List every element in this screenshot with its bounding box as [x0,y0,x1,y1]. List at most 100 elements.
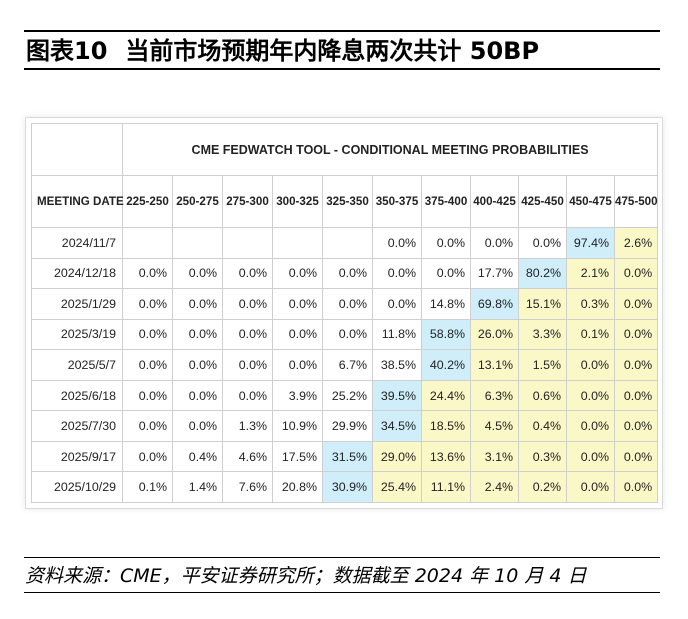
cme-fedwatch-table-card: CME FEDWATCH TOOL - CONDITIONAL MEETING … [26,118,662,508]
probability-cell: 0.0% [613,471,659,503]
probability-cell: 0.0% [122,440,173,473]
probability-cell: 13.1% [470,349,519,381]
meeting-date-cell: 2025/10/29 [31,471,123,503]
probability-cell: 0.0% [222,257,273,290]
rate-range-header: 275-300 [222,175,273,228]
probability-cell: 0.1% [122,471,173,503]
rate-range-header: 475-500 [613,175,659,228]
tool-title: CME FEDWATCH TOOL - CONDITIONAL MEETING … [121,123,659,176]
probability-cell: 0.0% [172,288,223,320]
probability-cell: 0.0% [613,349,659,381]
meeting-row: 2024/11/7 0.0% 0.0% 0.0% 0.0% 97.4% 2.6% [31,227,659,259]
probability-cell [322,227,373,259]
highest-probability-cell: 80.2% [518,257,567,290]
probability-cell: 29.0% [372,440,422,473]
rate-range-header: 350-375 [372,175,422,228]
meeting-row: 2025/3/19 0.0% 0.0% 0.0% 0.0% 0.0% 11.8% 58.8% 2… [31,318,659,351]
probability-cell: 0.0% [613,257,659,290]
meeting-row: 2025/10/29 0.1% 1.4% 7.6% 20.8% 30.9% 25.4% 11.… [31,471,659,503]
meeting-date-cell: 2025/3/19 [31,318,123,351]
meeting-date-cell: 2025/7/30 [31,410,123,442]
rate-range-header: 250-275 [172,175,223,228]
meeting-row: 2025/6/18 0.0% 0.0% 0.0% 3.9% 25.2% 39.5% 24.4%… [31,379,659,412]
rate-range-header: 450-475 [566,175,615,228]
probability-cell: 0.4% [172,440,223,473]
probability-cell: 0.0% [122,257,173,290]
probability-cell: 18.5% [421,410,471,442]
probability-cell: 0.0% [122,318,173,351]
probability-cell: 0.2% [518,471,567,503]
probability-cell: 10.9% [272,410,323,442]
probability-cell: 17.7% [470,257,519,290]
probability-cell: 25.2% [322,379,373,412]
probability-cell: 38.5% [372,349,422,381]
rate-range-header: 400-425 [470,175,519,228]
rate-range-header: 300-325 [272,175,323,228]
meeting-date-cell: 2024/12/18 [31,257,123,290]
probability-cell: 3.3% [518,318,567,351]
probability-cell: 0.0% [566,471,615,503]
figure-title: 图表10 当前市场预期年内降息两次共计 50BP [26,37,539,65]
probability-cell: 1.4% [172,471,223,503]
figure-title-bar: 图表10 当前市场预期年内降息两次共计 50BP [24,30,660,70]
probability-cell: 0.0% [566,349,615,381]
rate-range-header: 325-350 [322,175,373,228]
highest-probability-cell: 30.9% [322,471,373,503]
probability-cell: 2.1% [566,257,615,290]
meeting-date-header: MEETING DATE [31,175,124,228]
probability-cell: 0.0% [322,318,373,351]
probability-cell: 0.0% [613,379,659,412]
probability-cell: 0.1% [566,318,615,351]
probability-cell: 0.0% [421,227,471,259]
probability-cell: 0.0% [172,410,223,442]
probability-cell: 0.0% [421,257,471,290]
probability-cell: 0.0% [613,318,659,351]
probability-cell: 0.0% [613,410,659,442]
probability-cell: 0.0% [122,410,173,442]
probability-cell: 0.0% [322,257,373,290]
cme-fedwatch-probabilities-table: CME FEDWATCH TOOL - CONDITIONAL MEETING … [31,123,659,503]
probability-cell: 3.1% [470,440,519,473]
meeting-row: 2025/5/7 0.0% 0.0% 0.0% 0.0% 6.7% 38.5% 40.2% 13… [31,349,659,381]
probability-cell: 0.0% [272,257,323,290]
rate-range-header-row: MEETING DATE 225-250 250-275 275-300 300-32… [31,175,659,228]
probability-cell: 3.9% [272,379,323,412]
probability-cell: 0.0% [222,288,273,320]
probability-cell: 0.0% [613,440,659,473]
probability-cell: 0.0% [470,227,519,259]
figure-title-text: 当前市场预期年内降息两次共计 50BP [125,37,540,65]
meeting-row: 2025/9/17 0.0% 0.4% 4.6% 17.5% 31.5% 29.0% 13.6… [31,440,659,473]
probability-cell: 0.6% [518,379,567,412]
probability-cell: 0.0% [222,318,273,351]
probability-cell: 2.4% [470,471,519,503]
probability-cell: 0.0% [566,440,615,473]
probability-cell: 0.0% [272,349,323,381]
highest-probability-cell: 69.8% [470,288,519,320]
probability-cell: 0.0% [272,288,323,320]
probability-cell: 0.0% [122,379,173,412]
probability-cell: 0.0% [613,288,659,320]
probability-cell: 0.0% [172,349,223,381]
probability-cell: 24.4% [421,379,471,412]
meeting-row: 2025/1/29 0.0% 0.0% 0.0% 0.0% 0.0% 0.0% 14.8% 69… [31,288,659,320]
probability-cell: 0.3% [566,288,615,320]
probability-cell [222,227,273,259]
probability-cell: 6.3% [470,379,519,412]
probability-cell [172,227,223,259]
probability-cell: 0.0% [372,257,422,290]
probability-cell: 14.8% [421,288,471,320]
meeting-date-cell: 2025/9/17 [31,440,123,473]
meeting-row: 2024/12/18 0.0% 0.0% 0.0% 0.0% 0.0% 0.0% 0.0% 17… [31,257,659,290]
rate-range-header: 225-250 [122,175,173,228]
probability-cell: 0.0% [222,349,273,381]
probability-cell: 0.0% [272,318,323,351]
highest-probability-cell: 34.5% [372,410,422,442]
rate-range-header: 425-450 [518,175,567,228]
probability-cell: 0.0% [172,379,223,412]
probability-cell: 0.0% [122,288,173,320]
probability-cell: 17.5% [272,440,323,473]
meeting-date-cell: 2025/6/18 [31,379,123,412]
source-note: 资料来源：CME，平安证券研究所；数据截至 2024 年 10 月 4 日 [25,565,587,587]
probability-cell: 0.0% [566,379,615,412]
